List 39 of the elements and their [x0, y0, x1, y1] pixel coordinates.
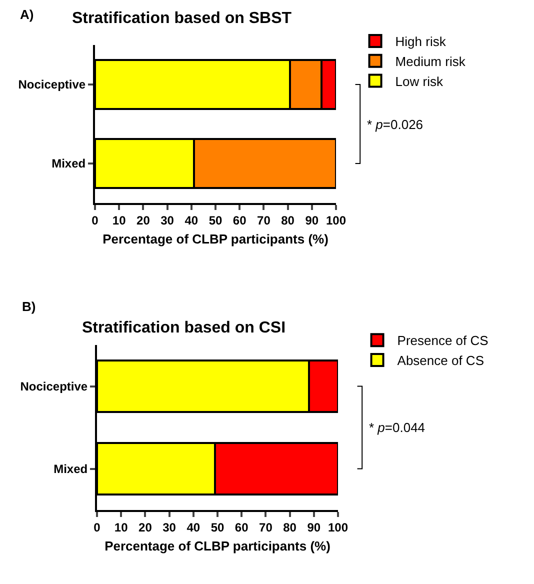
text: B) — [22, 299, 36, 314]
y-tick-label: Nociceptive — [20, 379, 88, 394]
legend-label: Low risk — [395, 74, 444, 89]
x-tick-label: 70 — [257, 213, 271, 228]
legend-label: Presence of CS — [397, 333, 489, 348]
x-tick-label: 80 — [281, 213, 295, 228]
x-tick-label: 80 — [283, 520, 297, 534]
x-tick-label: 10 — [112, 213, 126, 228]
x-tick-label: 70 — [259, 520, 273, 534]
y-tick-label: Mixed — [52, 156, 86, 171]
x-tick-label: 0 — [94, 520, 101, 534]
y-tick-label: Mixed — [54, 462, 88, 476]
x-tick-label: 100 — [328, 520, 348, 534]
legend-label: Absence of CS — [397, 353, 484, 368]
x-tick-label: 90 — [307, 520, 321, 534]
x-tick-label: 0 — [92, 213, 99, 228]
y-tick-label: Nociceptive — [18, 78, 86, 92]
x-tick-label: 30 — [160, 213, 174, 228]
x-tick-label: 20 — [136, 213, 150, 228]
chart-title: Stratification based on SBST — [72, 10, 292, 27]
text: * p=0.044 — [369, 420, 426, 435]
x-tick-label: 90 — [305, 213, 319, 228]
x-axis-title: Percentage of CLBP participants (%) — [102, 232, 328, 246]
x-tick-label: 50 — [208, 213, 222, 228]
chart-title: Stratification based on CSI — [82, 319, 286, 336]
x-tick-label: 50 — [210, 520, 224, 534]
x-tick-label: 60 — [232, 213, 247, 228]
text: * p=0.026 — [367, 117, 424, 132]
x-tick-label: 10 — [114, 520, 128, 534]
x-tick-label: 20 — [138, 520, 152, 534]
legend-label: Medium risk — [395, 54, 466, 69]
x-tick-label: 60 — [234, 520, 249, 534]
legend-label: High risk — [395, 34, 446, 50]
x-tick-label: 40 — [186, 520, 200, 534]
x-tick-label: 40 — [184, 213, 198, 228]
x-axis-title: Percentage of CLBP participants (%) — [104, 538, 330, 554]
x-tick-label: 30 — [162, 520, 176, 534]
x-tick-label: 100 — [326, 213, 346, 228]
text: A) — [20, 7, 34, 22]
